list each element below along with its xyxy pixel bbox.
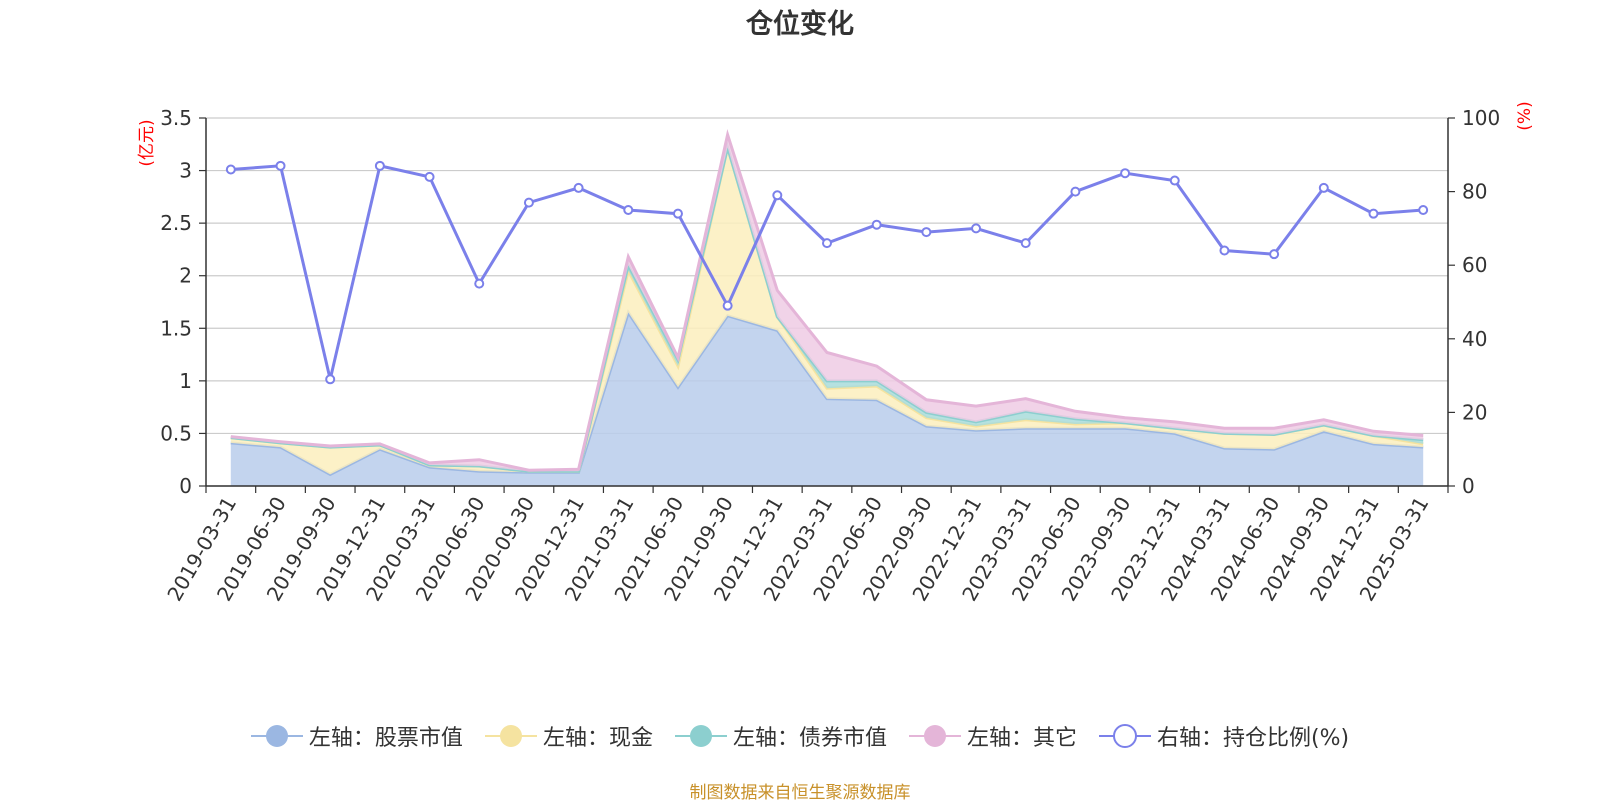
legend-label-4: 右轴：持仓比例(%) [1156, 726, 1350, 751]
source-note: 制图数据来自恒生聚源数据库 [689, 783, 911, 803]
line-point-18 [1120, 168, 1131, 179]
right-tick-label-1: 20 [1462, 400, 1487, 424]
legend-symbol-3 [908, 725, 961, 747]
left-tick-label-4: 2 [179, 264, 192, 288]
legend-symbol-1 [484, 725, 537, 747]
line-point-12 [822, 238, 832, 249]
legend-label-2: 左轴：债券市值 [732, 726, 887, 751]
legend-label-3: 左轴：其它 [966, 726, 1077, 751]
line-point-24 [1418, 205, 1429, 215]
line-point-8 [623, 205, 634, 215]
line-point-0 [225, 164, 236, 175]
line-point-13 [871, 219, 882, 230]
line-point-22 [1318, 182, 1329, 193]
legend-item-3[interactable]: 左轴：其它 [908, 720, 1077, 752]
legend-symbol-0 [250, 725, 303, 747]
right-tick-label-2: 40 [1462, 327, 1487, 351]
line-point-4 [424, 171, 435, 182]
chart-title: 仓位变化 [746, 9, 854, 40]
legend: 左轴：股票市值 左轴：现金 左轴：债券市值 左轴：其它 右轴：持仓比例(%) [0, 720, 1600, 752]
line-point-16 [1020, 238, 1031, 249]
line-point-5 [474, 278, 485, 289]
line-point-9 [672, 208, 683, 219]
right-tick-label-0: 0 [1462, 474, 1475, 498]
legend-symbol-4 [1098, 724, 1151, 748]
line-point-3 [374, 160, 385, 171]
line-point-17 [1070, 186, 1081, 197]
left-tick-label-0: 0 [179, 474, 192, 498]
line-point-14 [921, 227, 932, 238]
line-series-0 [230, 164, 1424, 380]
line-point-10 [722, 300, 733, 311]
legend-item-4[interactable]: 右轴：持仓比例(%) [1098, 720, 1350, 752]
line-point-15 [971, 223, 982, 234]
line-point-21 [1269, 249, 1280, 260]
line-point-7 [573, 182, 584, 193]
area-line-series-3 [230, 129, 1424, 472]
left-tick-label-1: 0.5 [160, 421, 192, 445]
legend-label-1: 左轴：现金 [542, 726, 653, 751]
line-point-11 [772, 190, 783, 201]
line-point-23 [1368, 208, 1379, 219]
left-tick-label-7: 3.5 [160, 106, 192, 130]
line-point-6 [523, 197, 534, 208]
legend-item-1[interactable]: 左轴：现金 [484, 720, 653, 752]
right-tick-label-4: 80 [1462, 180, 1487, 204]
right-axis-unit: (%) [1515, 101, 1535, 130]
legend-item-2[interactable]: 左轴：债券市值 [674, 720, 887, 752]
line-point-19 [1169, 175, 1180, 186]
left-tick-label-2: 1 [179, 369, 192, 393]
line-point-2 [325, 374, 336, 385]
left-tick-label-6: 3 [179, 159, 192, 183]
left-axis-unit: (亿元) [137, 119, 157, 166]
right-tick-label-5: 100 [1462, 106, 1500, 130]
right-tick-label-3: 60 [1462, 253, 1487, 277]
left-tick-label-3: 1.5 [160, 316, 192, 340]
legend-label-0: 左轴：股票市值 [308, 726, 463, 751]
legend-item-0[interactable]: 左轴：股票市值 [250, 720, 463, 752]
line-point-1 [275, 160, 286, 171]
line-point-20 [1219, 245, 1230, 256]
legend-symbol-2 [674, 725, 727, 747]
left-tick-label-5: 2.5 [160, 211, 192, 235]
